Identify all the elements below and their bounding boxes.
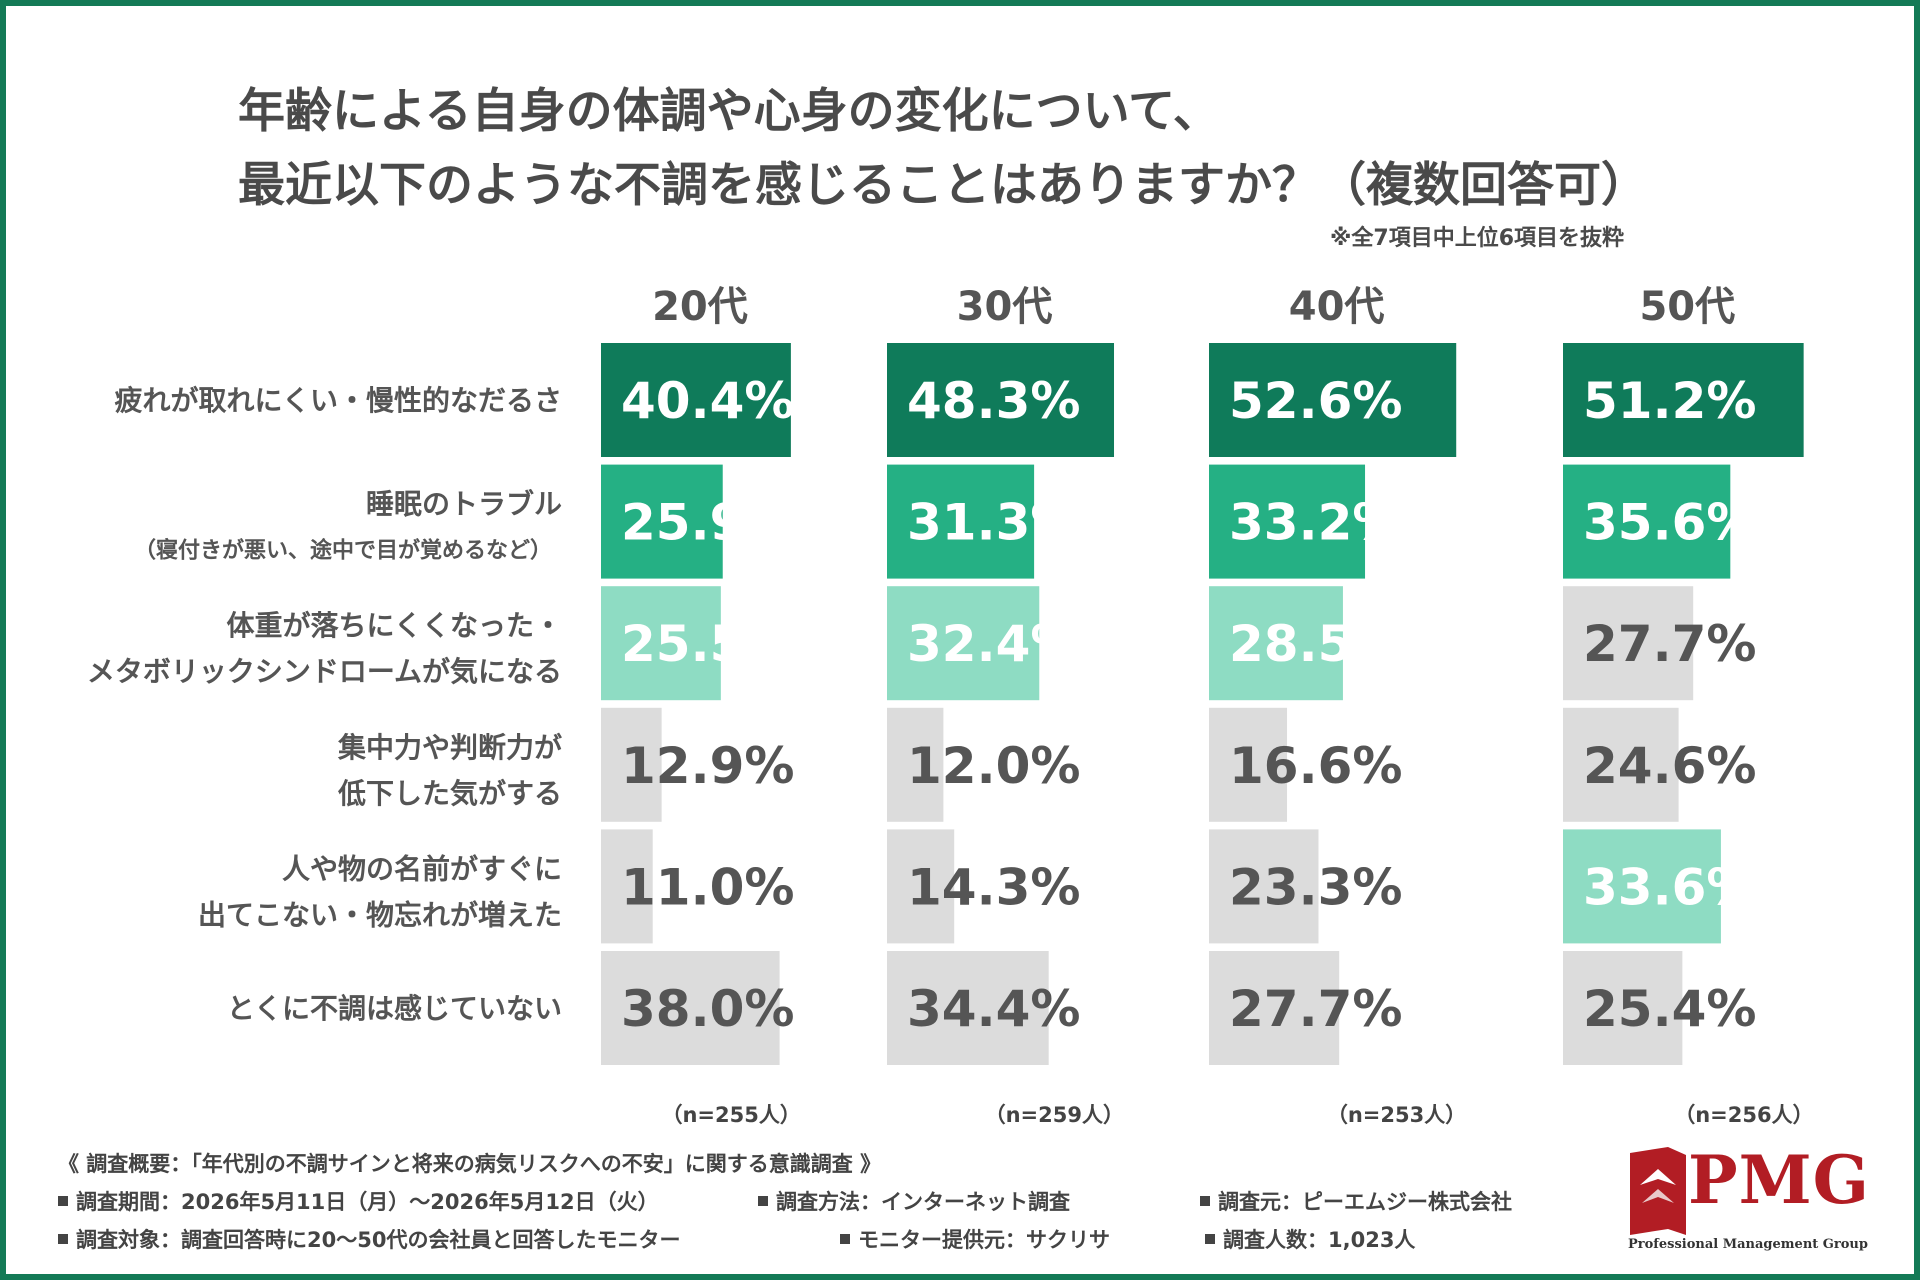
bar xyxy=(1209,951,1340,1065)
survey-method-text: 調査方法：インターネット調査 xyxy=(776,1190,1070,1214)
survey-target: 調査対象：調査回答時に20～50代の会社員と回答したモニター xyxy=(58,1221,680,1259)
bar xyxy=(887,951,1049,1065)
sample-size-label: （n=253人） xyxy=(1327,1103,1466,1127)
bullet-square-icon xyxy=(1205,1234,1215,1244)
data-label: 23.3% xyxy=(1229,858,1402,916)
category-label: メタボリックシンドロームが気になる xyxy=(87,655,562,688)
data-label: 32.4% xyxy=(907,615,1080,673)
survey-target-text: 調査対象：調査回答時に20～50代の会社員と回答したモニター xyxy=(76,1228,681,1252)
bar xyxy=(1563,707,1679,822)
data-label: 27.7% xyxy=(1229,980,1402,1038)
survey-source-text: 調査元：ピーエムジー株式会社 xyxy=(1218,1190,1512,1214)
bar xyxy=(1563,951,1683,1065)
chart-title-line-1: 年齢による自身の体調や心身の変化について、 xyxy=(238,84,1220,139)
chart-title-line-2: 最近以下のような不調を感じることはありますか？（複数回答可） xyxy=(238,158,1648,213)
bar xyxy=(601,464,723,579)
bar xyxy=(1563,829,1721,944)
survey-period-text: 調査期間：2026年5月11日（月）～2026年5月12日（火） xyxy=(76,1190,659,1214)
data-label: 14.3% xyxy=(907,858,1080,916)
category-label: 人や物の名前がすぐに xyxy=(282,852,562,885)
bullet-square-icon xyxy=(58,1234,68,1244)
bar xyxy=(1209,464,1366,579)
data-label: 31.3% xyxy=(907,494,1080,552)
bullet-square-icon xyxy=(840,1234,850,1244)
sample-size-label: （n=256人） xyxy=(1674,1103,1813,1127)
survey-provider-text: モニター提供元：サクリサ xyxy=(858,1228,1110,1252)
data-label: 48.3% xyxy=(907,372,1080,430)
data-label: 38.0% xyxy=(621,980,794,1038)
data-label: 34.4% xyxy=(907,980,1080,1038)
survey-count-text: 調査人数：1,023人 xyxy=(1223,1228,1416,1252)
survey-source: 調査元：ピーエムジー株式会社 xyxy=(1200,1183,1512,1221)
sample-size-label: （n=259人） xyxy=(985,1103,1124,1127)
bar xyxy=(1209,343,1457,457)
bar xyxy=(887,707,944,822)
bullet-square-icon xyxy=(758,1196,768,1206)
bar xyxy=(601,586,721,701)
category-label: 集中力や判断力が xyxy=(337,731,562,764)
bar xyxy=(601,951,780,1065)
survey-heading: 《 調査概要：「年代別の不調サインと将来の病気リスクへの不安」に関する意識調査 … xyxy=(58,1152,882,1176)
data-label: 25.5% xyxy=(621,615,794,673)
bar xyxy=(601,707,662,822)
data-label: 25.4% xyxy=(1583,980,1756,1038)
survey-period: 調査期間：2026年5月11日（月）～2026年5月12日（火） xyxy=(58,1183,659,1221)
bar xyxy=(601,829,653,944)
bar xyxy=(1563,586,1694,701)
bar xyxy=(1209,707,1288,822)
category-label: 体重が落ちにくくなった・ xyxy=(227,609,562,642)
sample-size-label: （n=255人） xyxy=(661,1103,800,1127)
pmg-logo-mark-icon xyxy=(1630,1147,1686,1235)
data-label: 40.4% xyxy=(621,372,794,430)
chart-note: ※全7項目中上位6項目を抜粋 xyxy=(1330,226,1625,251)
survey-method: 調査方法：インターネット調査 xyxy=(758,1183,1070,1221)
data-label: 33.2% xyxy=(1229,494,1402,552)
data-label: 52.6% xyxy=(1229,372,1402,430)
bar xyxy=(887,464,1035,579)
category-sublabel: （寝付きが悪い、途中で目が覚めるなど） xyxy=(134,538,552,564)
age-group-label: 30代 xyxy=(957,284,1053,330)
pmg-logo: PMG Professional Management Group xyxy=(1628,1145,1869,1257)
data-label: 24.6% xyxy=(1583,737,1756,795)
survey-provider: モニター提供元：サクリサ xyxy=(840,1221,1110,1259)
category-label: 睡眠のトラブル xyxy=(366,488,562,521)
data-label: 25.9% xyxy=(621,494,794,552)
data-label: 51.2% xyxy=(1583,372,1756,430)
bullet-square-icon xyxy=(58,1196,68,1206)
bar xyxy=(1209,829,1319,944)
data-label: 33.6% xyxy=(1583,858,1756,916)
bar xyxy=(887,829,955,944)
category-label: 低下した気がする xyxy=(337,777,562,810)
category-label: とくに不調は感じていない xyxy=(227,992,562,1025)
pmg-logo-text: PMG xyxy=(1688,1141,1871,1219)
age-group-label: 20代 xyxy=(652,284,748,330)
bar xyxy=(1563,343,1804,457)
bar xyxy=(601,343,791,457)
bar xyxy=(887,586,1040,701)
survey-count: 調査人数：1,023人 xyxy=(1205,1221,1415,1259)
bar xyxy=(1563,464,1731,579)
age-group-label: 40代 xyxy=(1289,284,1385,330)
data-label: 12.9% xyxy=(621,737,794,795)
bar xyxy=(1209,586,1343,701)
data-label: 16.6% xyxy=(1229,737,1402,795)
bullet-square-icon xyxy=(1200,1196,1210,1206)
data-label: 35.6% xyxy=(1583,494,1756,552)
bar xyxy=(887,343,1115,457)
category-label: 疲れが取れにくい・慢性的なだるさ xyxy=(115,384,562,417)
data-label: 27.7% xyxy=(1583,615,1756,673)
pmg-logo-subtitle: Professional Management Group xyxy=(1628,1237,1868,1252)
data-label: 12.0% xyxy=(907,737,1080,795)
data-label: 11.0% xyxy=(621,858,794,916)
category-label: 出てこない・物忘れが増えた xyxy=(198,898,562,931)
age-group-label: 50代 xyxy=(1639,284,1735,330)
data-label: 28.5% xyxy=(1229,615,1402,673)
